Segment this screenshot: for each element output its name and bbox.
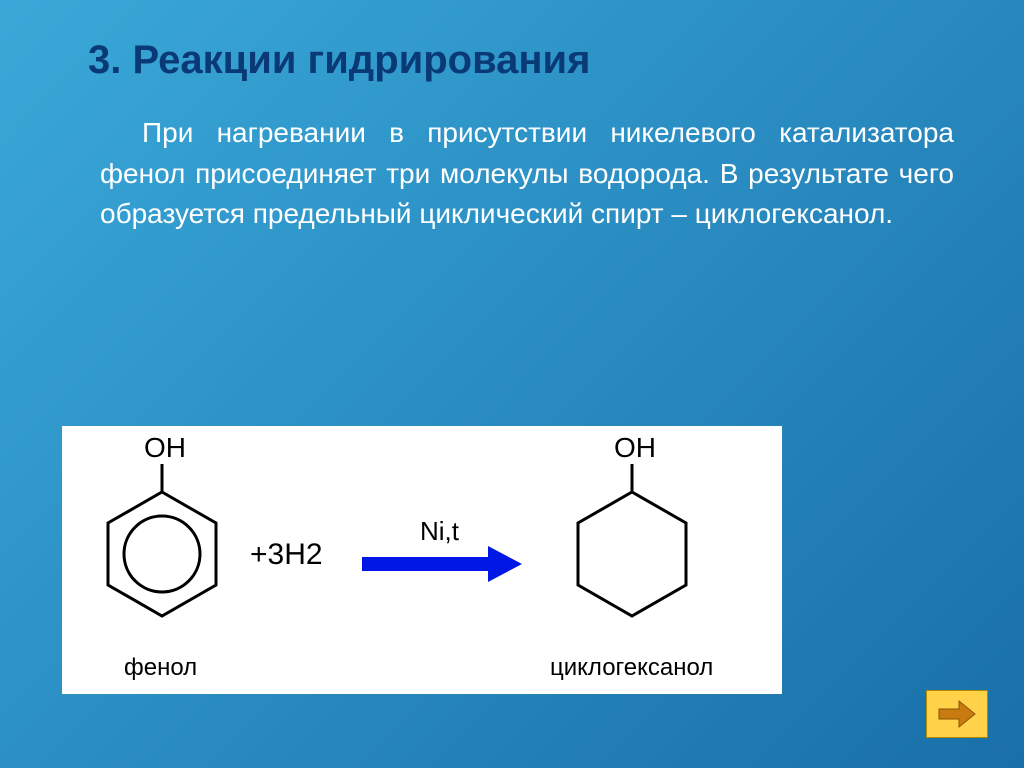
slide-body-text: При нагревании в присутствии никелевого … bbox=[60, 113, 964, 235]
slide: 3. Реакции гидрирования При нагревании в… bbox=[0, 0, 1024, 768]
next-arrow-icon bbox=[937, 699, 977, 729]
cyclohexanol-structure bbox=[552, 456, 712, 656]
reagent-label: +3H2 bbox=[250, 538, 323, 572]
reaction-arrow-icon bbox=[362, 546, 522, 582]
phenol-label: фенол bbox=[124, 654, 197, 682]
reaction-diagram: OH +3H2 Ni,t OH фенол циклогексанол bbox=[62, 426, 782, 694]
next-slide-button[interactable] bbox=[926, 690, 988, 738]
phenol-structure bbox=[82, 456, 242, 656]
catalyst-label: Ni,t bbox=[420, 516, 459, 547]
cyclohexanol-label: циклогексанол bbox=[550, 654, 713, 682]
cyclohexanol-oh-label: OH bbox=[614, 432, 656, 464]
slide-title: 3. Реакции гидрирования bbox=[88, 38, 964, 83]
phenol-oh-label: OH bbox=[144, 432, 186, 464]
